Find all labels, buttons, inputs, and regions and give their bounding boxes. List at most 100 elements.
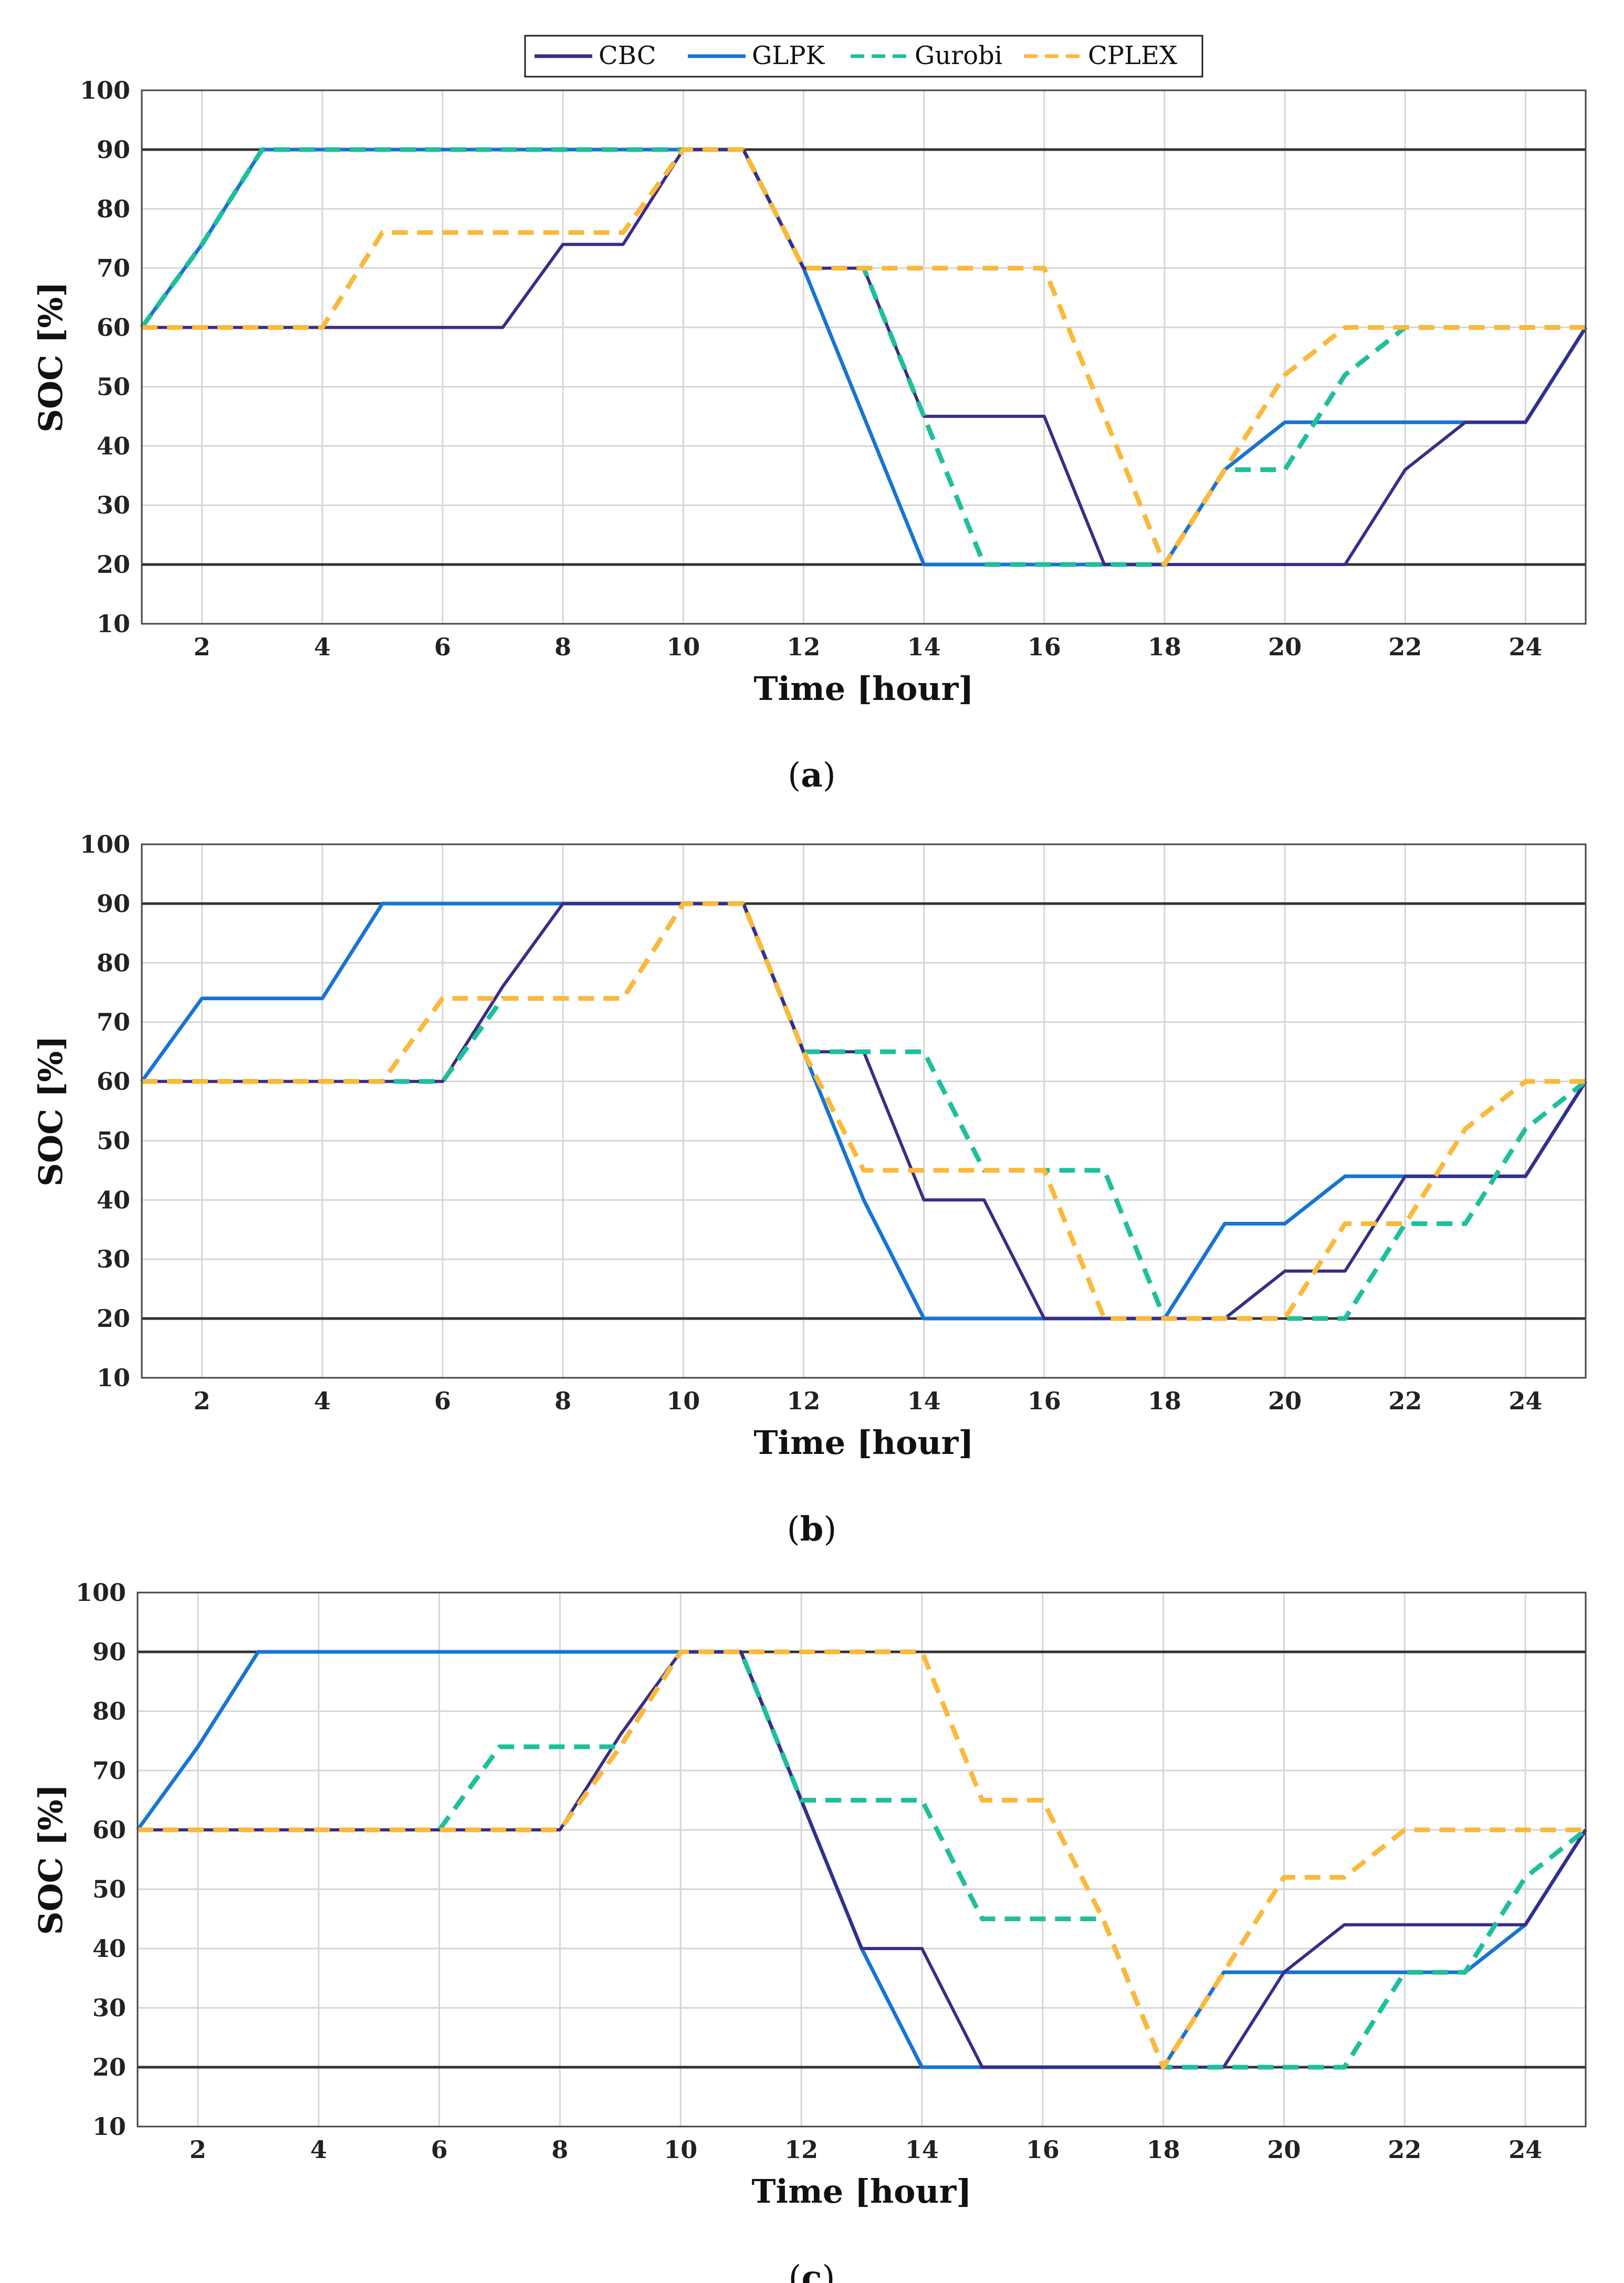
x-tick-label: 14	[907, 633, 941, 661]
chart-panel-a: 2 4 6 8 10 12 14 16 18 20 22 24 1020304050607080901…	[32, 76, 1587, 795]
x-axis-title-c: Time [hour]	[751, 2172, 971, 2211]
y-tick-label: 80	[97, 195, 130, 223]
y-tick-label: 30	[97, 491, 130, 519]
series-line-cplex	[142, 901, 1586, 1321]
x-axis-title-a: Time [hour]	[753, 669, 973, 708]
panel-label-letter-a: a	[801, 756, 822, 795]
x-tick-label: 16	[1028, 1387, 1061, 1415]
x-tick-label: 22	[1388, 1387, 1422, 1415]
y-tick-labels-c: 10 20 30 40 50 60 70 80 90 100	[76, 1578, 126, 2141]
x-tick-label: 18	[1148, 1387, 1181, 1415]
x-tick-label: 24	[1508, 2135, 1542, 2164]
series-line-cplex	[142, 147, 1586, 567]
panel-label-a: (a)	[788, 756, 835, 795]
y-tick-label: 60	[97, 1067, 130, 1096]
series-lines-b	[140, 901, 1587, 1321]
x-tick-label: 12	[787, 1387, 820, 1415]
legend-label-gurobi: Gurobi	[915, 41, 1002, 70]
panel-label-open-a: (	[788, 756, 801, 795]
legend-label-cbc: CBC	[599, 41, 656, 70]
x-axis-title-b: Time [hour]	[753, 1423, 973, 1462]
y-tick-label: 10	[97, 610, 130, 638]
y-tick-label: 50	[92, 1875, 126, 1903]
legend-label-cplex: CPLEX	[1088, 41, 1177, 70]
x-tick-label: 2	[194, 633, 211, 661]
x-tick-labels-c: 2 4 6 8 10 12 14 16 18 20 22 24	[190, 2135, 1542, 2164]
x-tick-label: 6	[431, 2135, 448, 2164]
x-tick-label: 10	[666, 633, 700, 661]
y-tick-labels-b: 10 20 30 40 50 60 70 80 90 100	[80, 830, 130, 1392]
y-tick-label: 100	[80, 830, 130, 858]
y-tick-label: 80	[92, 1697, 126, 1725]
x-tick-label: 14	[907, 1387, 941, 1415]
y-tick-label: 90	[92, 1638, 126, 1666]
x-tick-label: 20	[1268, 1387, 1302, 1415]
y-tick-label: 20	[92, 2053, 126, 2081]
y-tick-label: 100	[76, 1578, 126, 1607]
x-tick-label: 2	[194, 1387, 211, 1415]
series-line-cplex	[138, 1649, 1586, 2070]
x-tick-label: 16	[1026, 2135, 1060, 2164]
panel-label-letter-c: c	[802, 2258, 822, 2283]
series-lines-c	[136, 1649, 1587, 2070]
chart-panel-c: 2 4 6 8 10 12 14 16 18 20 22 24 1020304050607080901…	[32, 1578, 1587, 2283]
x-tick-label: 4	[310, 2135, 327, 2164]
y-tick-label: 10	[92, 2112, 126, 2141]
y-tick-label: 70	[97, 1008, 130, 1036]
y-axis-title-c: SOC [%]	[32, 1784, 70, 1935]
panel-label-letter-b: b	[800, 1510, 824, 1549]
y-tick-label: 20	[97, 1304, 130, 1333]
panel-label-open-c: (	[789, 2259, 802, 2283]
chart-panel-b: 2 4 6 8 10 12 14 16 18 20 22 24 1020304050607080901…	[32, 830, 1587, 1549]
x-tick-label: 4	[314, 1387, 331, 1415]
y-tick-label: 50	[97, 372, 130, 401]
y-tick-label: 50	[97, 1126, 130, 1155]
y-axis-title-b: SOC [%]	[32, 1035, 70, 1186]
y-tick-label: 90	[97, 135, 130, 164]
y-tick-label: 30	[92, 1994, 126, 2022]
x-tick-labels-b: 2 4 6 8 10 12 14 16 18 20 22 24	[194, 1387, 1543, 1415]
plot-frame-b	[141, 843, 1587, 1379]
y-tick-label: 70	[97, 254, 130, 282]
series-line-glpk	[140, 902, 1587, 1321]
y-tick-label: 40	[97, 1186, 130, 1214]
x-tick-label: 20	[1267, 2135, 1301, 2164]
x-tick-label: 8	[554, 633, 571, 661]
y-tick-label: 40	[92, 1934, 126, 1963]
panel-label-c: (c)	[789, 2258, 835, 2283]
x-tick-labels-a: 2 4 6 8 10 12 14 16 18 20 22 24	[194, 633, 1543, 661]
x-tick-label: 22	[1388, 633, 1422, 661]
y-tick-label: 70	[92, 1756, 126, 1785]
y-tick-label: 30	[97, 1245, 130, 1273]
plot-frame-a	[141, 89, 1587, 625]
plot-frame-c	[137, 1591, 1587, 2128]
x-tick-label: 12	[787, 633, 820, 661]
y-tick-label: 10	[97, 1364, 130, 1392]
x-tick-label: 10	[666, 1387, 700, 1415]
panel-label-close-a: )	[823, 756, 836, 795]
x-tick-label: 24	[1508, 1387, 1542, 1415]
panel-label-b: (b)	[787, 1510, 837, 1549]
legend-label-glpk: GLPK	[752, 41, 825, 70]
x-tick-label: 4	[314, 633, 331, 661]
y-tick-label: 90	[97, 889, 130, 918]
y-tick-label: 60	[92, 1816, 126, 1844]
panel-label-close-b: )	[823, 1510, 836, 1549]
x-tick-label: 22	[1388, 2135, 1421, 2164]
y-axis-title-a: SOC [%]	[32, 281, 70, 432]
x-tick-label: 24	[1508, 633, 1542, 661]
x-tick-label: 20	[1268, 633, 1302, 661]
y-tick-label: 60	[97, 313, 130, 342]
y-tick-labels-a: 10 20 30 40 50 60 70 80 90 100	[80, 76, 130, 638]
x-tick-label: 14	[905, 2135, 939, 2164]
y-tick-label: 80	[97, 949, 130, 977]
panel-label-open-b: (	[787, 1510, 800, 1549]
x-tick-label: 18	[1148, 633, 1181, 661]
y-tick-label: 100	[80, 76, 130, 104]
x-tick-label: 8	[554, 1387, 571, 1415]
series-lines-a	[140, 147, 1587, 567]
y-tick-label: 20	[97, 550, 130, 579]
x-tick-label: 18	[1147, 2135, 1180, 2164]
